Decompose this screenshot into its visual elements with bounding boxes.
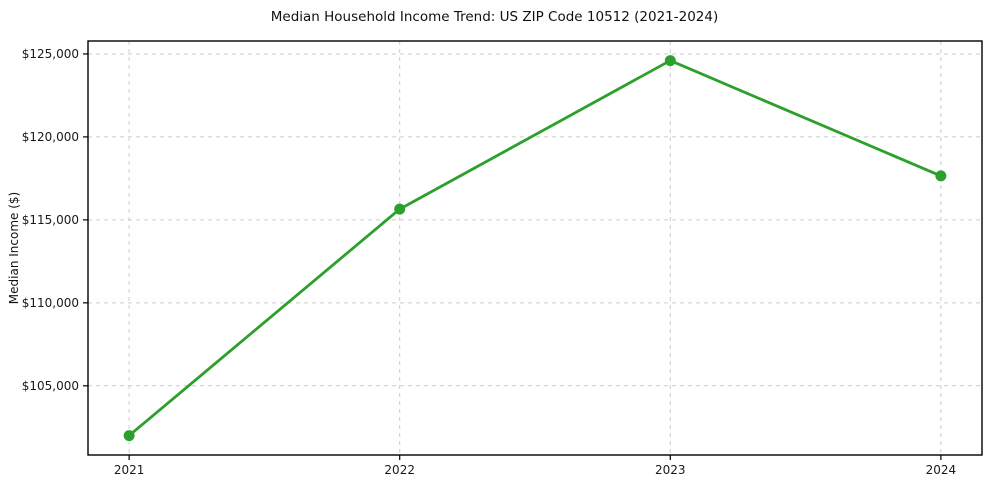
chart-title: Median Household Income Trend: US ZIP Co… [270,9,719,25]
data-point-marker [664,55,676,67]
x-tick-label: 2022 [384,463,415,477]
y-tick-label: $105,000 [22,379,79,393]
y-tick-label: $115,000 [22,213,79,227]
y-tick-label: $125,000 [22,47,79,61]
trend-line [127,59,943,437]
y-tick-label: $110,000 [22,296,79,310]
x-tick-label: 2021 [114,463,145,477]
plot-border [87,40,983,456]
x-tick-label: 2024 [926,463,957,477]
data-point-marker [394,203,406,215]
data-point-marker [123,430,135,442]
data-point-marker [935,170,947,182]
y-tick-label: $120,000 [22,130,79,144]
x-tick-label: 2023 [655,463,686,477]
